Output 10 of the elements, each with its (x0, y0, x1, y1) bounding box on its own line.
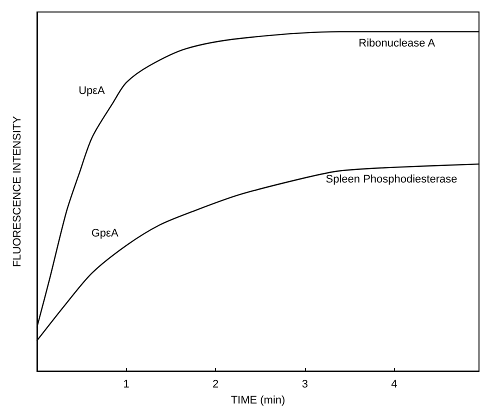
annotation: Ribonuclease A (358, 38, 436, 50)
y-axis-title: FLUORESCENCE INTENSITY (12, 115, 24, 268)
x-tick-label: 2 (212, 378, 219, 391)
annotation: UpεA (78, 84, 106, 97)
annotation: Spleen Phosphodiesterase (326, 173, 458, 186)
x-axis-title: TIME (min) (230, 394, 286, 406)
x-tick-label: 4 (391, 378, 398, 391)
x-tick-label: 1 (123, 378, 130, 391)
annotation: GpεA (91, 228, 119, 240)
x-tick-label: 3 (302, 378, 308, 391)
